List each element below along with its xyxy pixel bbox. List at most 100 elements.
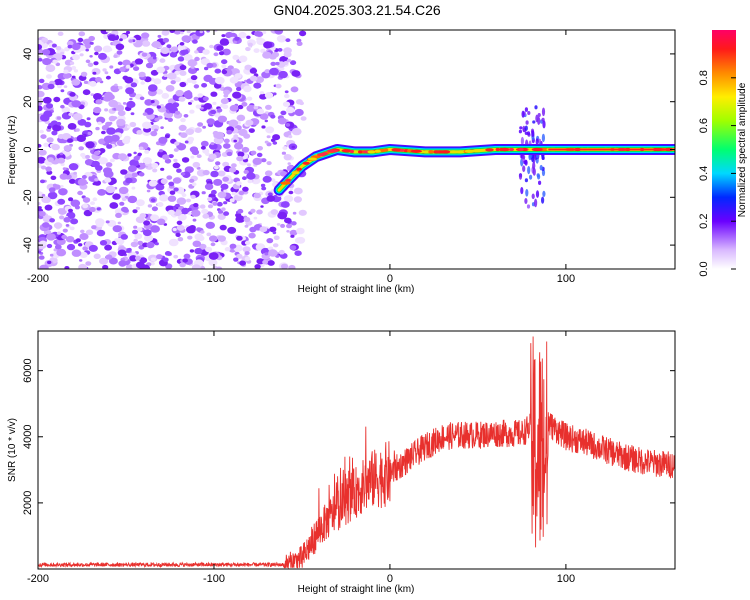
noise-blob — [142, 157, 152, 165]
noise-blob — [195, 104, 202, 109]
noise-blob — [106, 127, 116, 135]
noise-blob — [85, 229, 94, 236]
track-peak — [285, 178, 292, 182]
noise-blob — [38, 85, 43, 90]
noise-blob — [38, 105, 43, 112]
noise-blob — [105, 220, 110, 224]
noise-blob — [199, 30, 204, 34]
noise-blob — [264, 119, 268, 123]
burst-blob — [542, 120, 546, 129]
noise-blob — [272, 243, 279, 248]
noise-blob — [157, 202, 164, 207]
noise-blob — [229, 243, 237, 249]
noise-blob — [261, 158, 267, 163]
spectrogram-x-axis-label: Height of straight line (km) — [298, 284, 415, 295]
noise-blob — [223, 201, 228, 205]
noise-blob — [54, 78, 63, 86]
noise-blob — [145, 62, 154, 69]
noise-blob — [265, 126, 275, 134]
noise-blob — [120, 234, 128, 240]
noise-blob — [215, 266, 223, 269]
noise-blob — [244, 251, 250, 256]
noise-blob — [296, 41, 303, 46]
noise-blob — [176, 168, 182, 173]
noise-blob — [160, 47, 170, 54]
noise-blob — [119, 34, 128, 40]
noise-blob — [273, 235, 280, 241]
noise-blob — [175, 89, 184, 97]
noise-blob — [248, 232, 256, 239]
noise-blob — [191, 182, 197, 187]
noise-blob — [41, 37, 49, 43]
noise-blob — [236, 86, 242, 92]
noise-blob — [144, 149, 150, 154]
noise-blob — [146, 241, 155, 249]
noise-blob — [238, 55, 248, 63]
burst-blob — [525, 189, 529, 197]
noise-blob — [142, 229, 152, 237]
noise-blob — [154, 117, 160, 122]
noise-blob — [78, 146, 84, 151]
noise-blob — [136, 227, 143, 232]
noise-blob — [279, 171, 288, 177]
noise-blob — [256, 108, 265, 115]
noise-blob — [282, 146, 288, 150]
noise-blob — [170, 80, 176, 85]
noise-blob — [66, 211, 76, 219]
noise-blob — [60, 162, 65, 166]
noise-blob — [88, 244, 98, 252]
burst-blob — [534, 198, 538, 208]
noise-blob — [57, 157, 66, 164]
noise-blob — [125, 177, 133, 184]
noise-blob — [244, 256, 251, 261]
noise-blob — [226, 151, 233, 157]
noise-blob — [223, 211, 230, 216]
noise-blob — [190, 75, 198, 81]
noise-blob — [190, 194, 196, 199]
noise-blob — [217, 235, 226, 242]
x-tick-label: -100 — [203, 273, 225, 285]
noise-blob — [176, 224, 185, 231]
noise-blob — [194, 50, 199, 54]
noise-blob — [194, 247, 203, 255]
noise-blob — [243, 85, 252, 93]
colorbar: 0.0 0.2 0.4 0.6 0.8 Normalized spectral ampl… — [698, 30, 748, 277]
noise-blob — [41, 196, 51, 204]
noise-blob — [200, 145, 206, 150]
noise-blob — [173, 187, 179, 192]
noise-blob — [132, 209, 138, 214]
noise-blob — [187, 212, 192, 216]
noise-blob — [81, 175, 87, 179]
noise-blob — [70, 199, 81, 207]
noise-blob — [223, 89, 231, 96]
noise-blob — [299, 101, 304, 106]
noise-blob — [244, 240, 251, 245]
noise-blob — [294, 250, 302, 256]
noise-blob — [169, 51, 178, 58]
noise-blob — [213, 165, 219, 170]
noise-blob — [60, 51, 65, 56]
spectrogram-noise — [38, 30, 307, 269]
noise-blob — [223, 143, 231, 149]
noise-blob — [194, 56, 200, 62]
noise-blob — [289, 229, 298, 236]
noise-blob — [42, 96, 52, 104]
noise-blob — [51, 43, 57, 48]
noise-blob — [272, 231, 277, 235]
noise-blob — [85, 141, 95, 149]
noise-blob — [183, 253, 191, 259]
colorbar-tick-label: 0.6 — [698, 118, 710, 133]
noise-blob — [93, 253, 101, 260]
noise-blob — [183, 90, 193, 98]
noise-blob — [79, 233, 89, 240]
noise-blob — [78, 243, 83, 247]
noise-blob — [269, 226, 277, 233]
noise-blob — [179, 262, 186, 268]
noise-blob — [257, 146, 263, 151]
burst-blob — [522, 125, 526, 133]
noise-blob — [38, 98, 44, 102]
noise-blob — [259, 91, 264, 95]
noise-blob — [267, 192, 273, 197]
noise-blob — [109, 65, 114, 69]
